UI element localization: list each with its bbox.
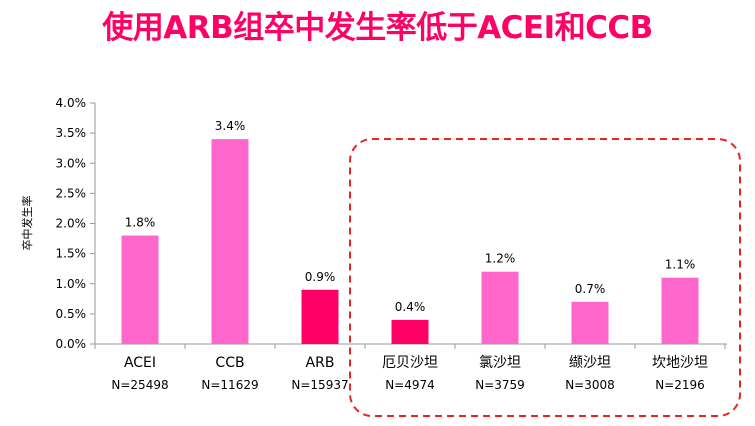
sample-size-label: N=25498: [111, 378, 168, 392]
x-category-label: 缬沙坦: [569, 355, 611, 371]
bar-6: [571, 301, 609, 344]
bar-value-label: 1.1%: [665, 258, 696, 272]
bar-5: [481, 271, 519, 344]
bar-value-label: 1.2%: [485, 252, 516, 266]
y-tick-label: 2.5%: [56, 186, 87, 200]
bar-7: [661, 277, 699, 344]
y-tick-label: 1.5%: [56, 247, 87, 261]
y-tick-label: 1.0%: [56, 277, 87, 291]
y-tick-label: 3.5%: [56, 126, 87, 140]
x-category-label: CCB: [215, 355, 244, 371]
sample-size-label: N=2196: [655, 378, 705, 392]
sample-size-label: N=3759: [475, 378, 525, 392]
x-category-label: ACEI: [124, 355, 156, 371]
x-category-label: 坎地沙坦: [652, 355, 708, 371]
bar-value-label: 0.4%: [395, 300, 426, 314]
bar-2: [211, 139, 249, 344]
callout-dashed-box: [349, 138, 741, 417]
y-tick-label: 0.0%: [56, 337, 87, 351]
sample-size-label: N=15937: [291, 378, 348, 392]
y-tick-label: 2.0%: [56, 217, 87, 231]
bar-1: [121, 235, 159, 344]
y-tick-label: 4.0%: [56, 96, 87, 110]
x-category-label: 厄贝沙坦: [382, 355, 438, 371]
bar-value-label: 1.8%: [125, 216, 156, 230]
bar-value-label: 0.7%: [575, 282, 606, 296]
x-category-label: 氯沙坦: [479, 355, 521, 371]
sample-size-label: N=3008: [565, 378, 615, 392]
y-axis-title: 卒中发生率: [20, 196, 34, 251]
y-tick-label: 0.5%: [56, 307, 87, 321]
sample-size-label: N=4974: [385, 378, 435, 392]
sample-size-label: N=11629: [201, 378, 258, 392]
bar-3: [301, 289, 339, 344]
bar-value-label: 0.9%: [305, 270, 336, 284]
bar-value-label: 3.4%: [215, 119, 246, 133]
x-category-label: ARB: [306, 355, 335, 371]
slide-title: 使用ARB组卒中发生率低于ACEI和CCB: [102, 10, 653, 46]
y-tick-label: 3.0%: [56, 156, 87, 170]
bar-4: [391, 319, 429, 344]
